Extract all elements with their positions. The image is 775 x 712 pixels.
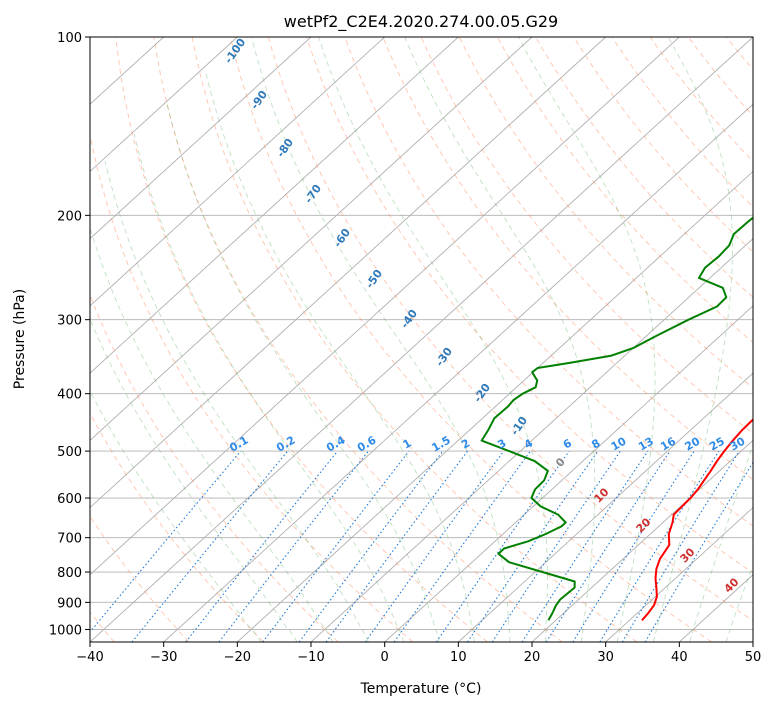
y-tick-label: 600 bbox=[57, 492, 82, 507]
x-tick-label: 40 bbox=[671, 650, 688, 665]
x-tick-label: −10 bbox=[297, 650, 324, 665]
y-tick-label: 200 bbox=[57, 209, 82, 224]
y-axis-label: Pressure (hPa) bbox=[12, 289, 28, 389]
y-tick-label: 500 bbox=[57, 445, 82, 460]
y-tick-label: 100 bbox=[57, 31, 82, 46]
y-tick-label: 900 bbox=[57, 596, 82, 611]
y-tick-label: 700 bbox=[57, 532, 82, 547]
x-tick-label: −40 bbox=[76, 650, 103, 665]
y-tick-label: 400 bbox=[57, 388, 82, 403]
x-tick-label: 50 bbox=[745, 650, 762, 665]
x-axis-label: Temperature (°C) bbox=[360, 681, 482, 697]
x-tick-label: 30 bbox=[597, 650, 614, 665]
chart-title: wetPf2_C2E4.2020.274.00.05.G29 bbox=[284, 12, 558, 32]
x-tick-label: 0 bbox=[381, 650, 389, 665]
x-tick-label: −20 bbox=[224, 650, 251, 665]
x-tick-label: 20 bbox=[524, 650, 541, 665]
x-tick-label: 10 bbox=[450, 650, 467, 665]
x-tick-label: −30 bbox=[150, 650, 177, 665]
y-tick-label: 300 bbox=[57, 314, 82, 329]
y-tick-label: 800 bbox=[57, 566, 82, 581]
y-tick-label: 1000 bbox=[49, 623, 82, 638]
